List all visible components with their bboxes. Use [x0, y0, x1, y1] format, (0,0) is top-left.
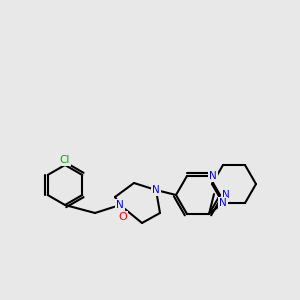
Text: N: N: [209, 171, 217, 181]
Text: N: N: [152, 185, 160, 195]
Text: Cl: Cl: [60, 155, 70, 165]
Text: O: O: [118, 212, 127, 222]
Text: N: N: [116, 200, 124, 210]
Text: N: N: [219, 198, 227, 208]
Text: N: N: [222, 190, 230, 200]
